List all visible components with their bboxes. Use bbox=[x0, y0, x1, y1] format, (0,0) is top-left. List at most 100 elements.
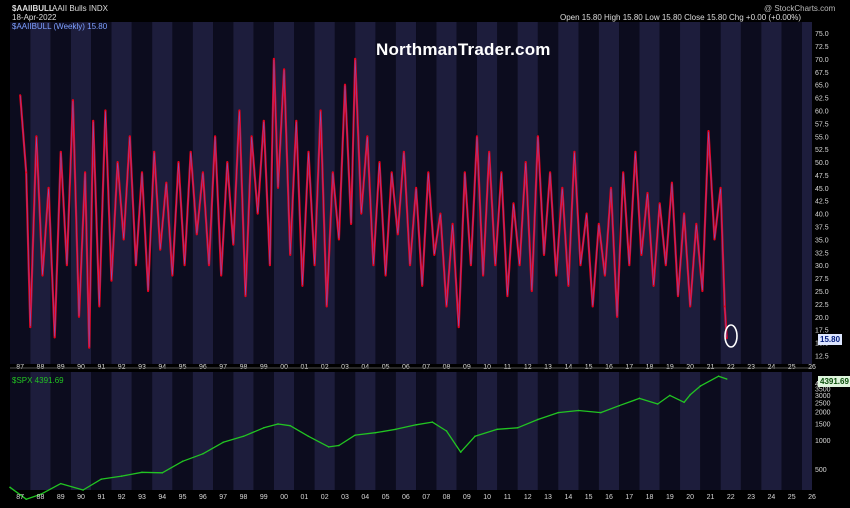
year-band-top bbox=[639, 22, 660, 364]
spx-point bbox=[557, 411, 560, 414]
spx-point bbox=[415, 424, 417, 426]
x-tick-label-bottom: 89 bbox=[57, 494, 65, 501]
spx-point bbox=[222, 441, 224, 444]
aaii-bull-point bbox=[262, 119, 265, 122]
year-band-bottom bbox=[355, 372, 376, 490]
x-tick-label-bottom: 23 bbox=[747, 494, 755, 501]
aaii-bull-point bbox=[72, 99, 74, 102]
aaii-bull-point bbox=[122, 238, 125, 241]
year-band-bottom bbox=[761, 372, 782, 490]
year-band-top bbox=[680, 22, 701, 364]
spx-point bbox=[600, 411, 602, 414]
aaii-bull-point bbox=[723, 305, 726, 308]
spx-point bbox=[354, 434, 356, 436]
year-band-bottom bbox=[192, 372, 214, 490]
spx-point bbox=[327, 446, 330, 448]
aaii-bull-point bbox=[476, 135, 478, 138]
year-band-top bbox=[700, 22, 721, 364]
x-tick-label-bottom: 09 bbox=[463, 494, 471, 501]
aaii-bull-point bbox=[378, 161, 381, 163]
aaii-bull-point bbox=[338, 238, 340, 241]
x-tick-label-bottom: 17 bbox=[625, 494, 633, 501]
x-tick-label-bottom: 13 bbox=[544, 494, 552, 501]
year-band-bottom bbox=[517, 372, 538, 490]
aaii-bull-point bbox=[664, 264, 667, 267]
aaii-bull-point bbox=[92, 119, 95, 122]
x-axis-bottom: 87 88 89 90 91 92 93 94 95 96 97 98 99 00 01 02 03 04 05 06… bbox=[16, 494, 816, 501]
year-band-top bbox=[111, 22, 132, 364]
y-tick-label-top: 52.5 bbox=[815, 147, 829, 154]
y-tick-label-top: 32.5 bbox=[815, 250, 829, 257]
year-band-bottom bbox=[172, 372, 193, 490]
aaii-bull-point bbox=[232, 243, 235, 246]
x-tick-label-bottom: 01 bbox=[301, 494, 309, 501]
year-band-top bbox=[213, 22, 234, 364]
aaii-bull-point bbox=[183, 264, 186, 267]
year-band-bottom bbox=[497, 372, 518, 490]
aaii-bull-point bbox=[567, 284, 570, 287]
year-band-top bbox=[619, 22, 640, 364]
spx-point bbox=[202, 452, 204, 455]
aaii-bull-point bbox=[530, 290, 533, 292]
y-tick-label-top: 60.0 bbox=[815, 109, 829, 116]
aaii-bull-point bbox=[384, 274, 387, 277]
spx-point bbox=[141, 471, 143, 474]
aaii-bull-point bbox=[256, 212, 259, 215]
spx-last-value-badge: 4391.69 bbox=[818, 376, 850, 387]
aaii-bull-point bbox=[640, 253, 643, 256]
spx-point bbox=[689, 393, 691, 396]
aaii-bull-point bbox=[226, 161, 229, 163]
year-band-top bbox=[30, 22, 51, 364]
year-band-bottom bbox=[476, 372, 498, 490]
last-value-badge: 15.80 bbox=[818, 334, 843, 345]
aaii-bull-point bbox=[415, 186, 417, 189]
year-band-bottom bbox=[91, 372, 112, 490]
spx-point bbox=[181, 460, 184, 463]
aaii-bull-point bbox=[549, 171, 551, 174]
aaii-bull-point bbox=[506, 295, 509, 298]
year-band-top bbox=[740, 22, 762, 364]
year-band-top bbox=[253, 22, 274, 364]
y-tick-label-bottom: 500 bbox=[815, 467, 827, 474]
year-band-bottom bbox=[273, 372, 295, 490]
year-band-top bbox=[334, 22, 356, 364]
x-tick-label-bottom: 26 bbox=[808, 494, 816, 501]
year-band-top bbox=[314, 22, 335, 364]
x-tick-label-bottom: 03 bbox=[341, 494, 349, 501]
watermark: NorthmanTrader.com bbox=[376, 40, 551, 59]
aaii-bull-point bbox=[524, 161, 527, 163]
spx-point bbox=[496, 428, 499, 431]
aaii-bull-point bbox=[701, 290, 704, 292]
aaii-bull-point bbox=[289, 253, 292, 256]
x-tick-label-bottom: 18 bbox=[646, 494, 654, 501]
x-tick-label-bottom: 98 bbox=[240, 494, 248, 501]
chart-title: AAII Bulls INDX bbox=[52, 4, 109, 13]
x-tick-label-bottom: 12 bbox=[524, 494, 532, 501]
spx-line bbox=[9, 375, 727, 500]
year-band-top bbox=[233, 22, 254, 364]
aaii-bull-point bbox=[622, 171, 625, 174]
year-band-bottom bbox=[598, 372, 620, 490]
aaii-bull-point bbox=[445, 305, 448, 308]
aaii-bull-point bbox=[35, 135, 38, 138]
aaii-bull-point bbox=[354, 58, 357, 60]
x-tick-label-bottom: 24 bbox=[767, 494, 775, 501]
aaii-bull-point bbox=[683, 212, 685, 215]
y-tick-label-top: 40.0 bbox=[815, 212, 829, 219]
aaii-bull-point bbox=[195, 233, 198, 236]
year-band-top bbox=[152, 22, 173, 364]
aaii-bull-point bbox=[573, 150, 576, 153]
aaii-bull-point bbox=[301, 284, 304, 287]
spx-point bbox=[638, 397, 641, 400]
series-legend-spx: $SPX 4391.69 bbox=[12, 376, 64, 385]
aaii-bull-point bbox=[646, 192, 649, 194]
aaii-bull-point bbox=[482, 274, 484, 277]
year-band-top bbox=[659, 22, 681, 364]
aaii-bull-point bbox=[98, 305, 101, 308]
year-band-top bbox=[192, 22, 214, 364]
spx-point bbox=[459, 451, 462, 453]
y-tick-label-top: 37.5 bbox=[815, 225, 829, 232]
year-band-bottom bbox=[334, 372, 356, 490]
aaii-bull-point bbox=[695, 223, 698, 225]
